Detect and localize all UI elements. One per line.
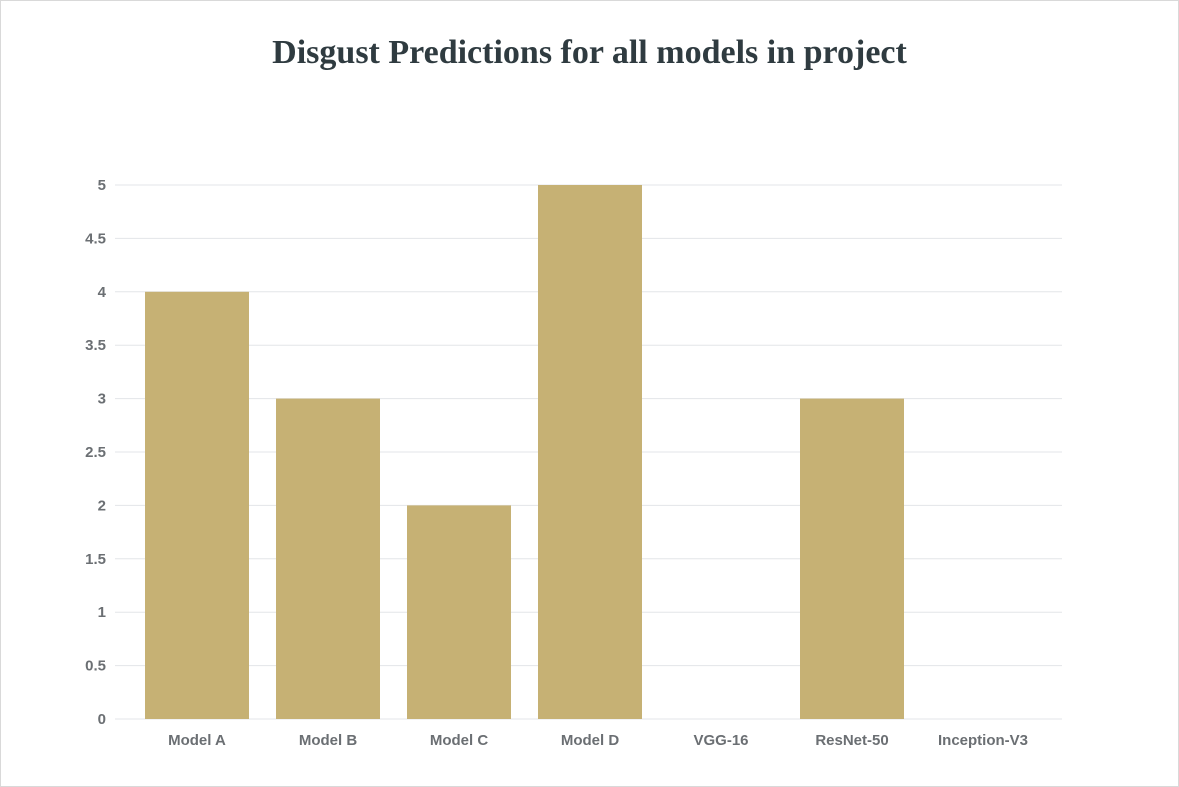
- x-axis: Model A Model B Model C Model D VGG-16 ResNet…: [168, 732, 1028, 749]
- y-tick-label: 1.5: [85, 551, 106, 568]
- y-tick-label: 3.5: [85, 337, 106, 354]
- y-tick-label: 2: [98, 497, 106, 514]
- chart-title: Disgust Predictions for all models in pr…: [272, 34, 907, 71]
- y-tick-label: 4: [98, 284, 107, 301]
- y-tick-label: 0.5: [85, 658, 106, 675]
- y-tick-label: 4.5: [85, 230, 106, 247]
- bar-resnet-50: [800, 398, 904, 719]
- x-tick-label: Model A: [168, 732, 226, 749]
- x-tick-label: Model C: [430, 732, 488, 749]
- x-tick-label: ResNet-50: [815, 732, 888, 749]
- x-tick-label: Model B: [299, 732, 357, 749]
- y-tick-label: 2.5: [85, 444, 106, 461]
- y-axis: 0 0.5 1 1.5 2 2.5 3 3.5 4 4.5 5: [85, 177, 107, 728]
- bar-model-c: [407, 505, 511, 719]
- bars: [145, 185, 904, 719]
- y-tick-label: 1: [98, 604, 106, 621]
- y-tick-label: 0: [98, 711, 106, 728]
- bar-model-b: [276, 398, 380, 719]
- bar-model-d: [538, 185, 642, 719]
- bar-model-a: [145, 291, 249, 719]
- y-tick-label: 5: [98, 177, 106, 194]
- x-tick-label: VGG-16: [693, 732, 748, 749]
- y-tick-label: 3: [98, 391, 106, 408]
- x-tick-label: Model D: [561, 732, 619, 749]
- x-tick-label: Inception-V3: [938, 732, 1028, 749]
